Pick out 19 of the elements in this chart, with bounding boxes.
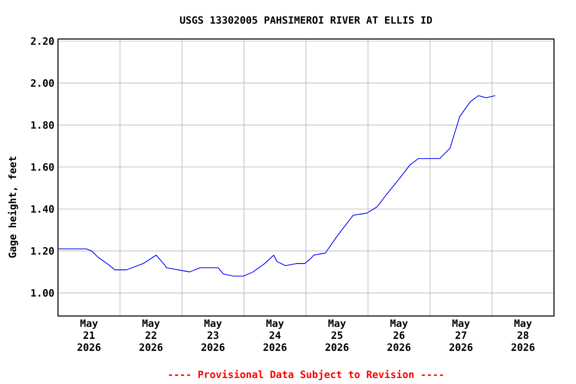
x-tick-label: May 24 2026 xyxy=(264,320,287,351)
y-tick-label: 2.20 xyxy=(30,37,54,45)
x-tick-label: May 22 2026 xyxy=(140,320,163,351)
y-tick-label: 1.20 xyxy=(31,247,54,255)
x-tick-label: May 27 2026 xyxy=(450,320,473,351)
y-tick-label: 1.80 xyxy=(31,121,54,129)
y-tick-label: 1.00 xyxy=(31,289,54,297)
x-tick-label: May 23 2026 xyxy=(202,320,225,351)
x-tick-label: May 25 2026 xyxy=(326,320,349,351)
x-tick-label: May 21 2026 xyxy=(78,320,101,351)
text: ---- Provisional Data Subject to Revision ---- xyxy=(169,370,443,380)
chart-title: USGS 13302005 PAHSIMEROI RIVER AT ELLIS ID xyxy=(180,16,432,24)
x-tick-label: May 28 2026 xyxy=(512,320,535,351)
y-axis-title: Gage height, feet xyxy=(8,156,18,258)
y-tick-label: 2.00 xyxy=(30,79,54,87)
y-tick-label: 1.40 xyxy=(31,205,54,213)
line-series xyxy=(58,95,496,277)
y-tick-label: 1.60 xyxy=(31,163,54,171)
x-tick-label: May 26 2026 xyxy=(388,320,411,351)
